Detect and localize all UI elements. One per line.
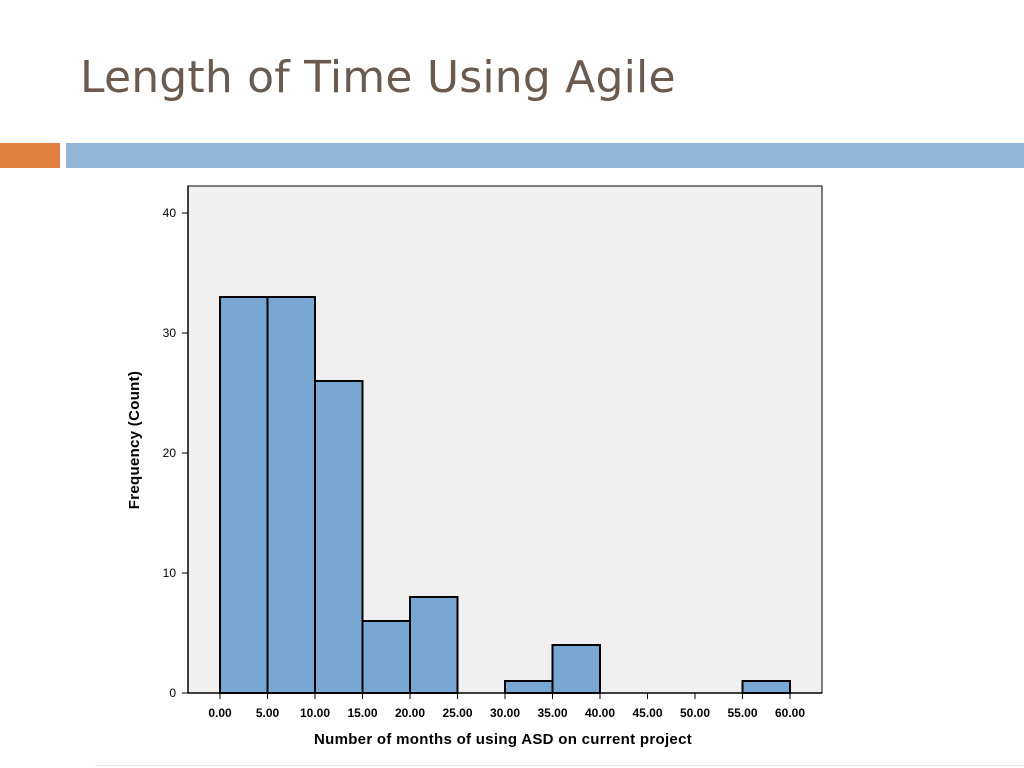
x-tick-label-10: 50.00 [680,706,710,720]
histogram-bar-2 [314,380,364,694]
x-axis-label: Number of months of using ASD on current… [314,731,692,748]
x-tick-label-4: 20.00 [395,706,425,720]
y-tick-label-1: 10 [163,566,177,580]
bars-group [219,296,791,694]
histogram-bar-0 [219,296,269,694]
y-tick-label-0: 0 [169,686,176,700]
x-tick-label-5: 25.00 [442,706,472,720]
x-tick-label-1: 5.00 [256,706,280,720]
y-tick-label-2: 20 [163,446,177,460]
x-tick-label-0: 0.00 [208,706,232,720]
x-tick-label-7: 35.00 [537,706,567,720]
histogram-bar-7 [551,644,601,694]
y-tick-label-4: 40 [163,206,177,220]
footer-divider [95,765,1024,766]
y-ticks-group: 0 10 20 30 40 [163,206,188,700]
histogram-bar-6 [504,680,554,694]
histogram-bar-1 [266,296,316,694]
y-tick-label-3: 30 [163,326,177,340]
x-tick-label-11: 55.00 [727,706,757,720]
x-tick-label-6: 30.00 [490,706,520,720]
x-tick-label-3: 15.00 [347,706,377,720]
x-tick-label-8: 40.00 [585,706,615,720]
histogram-bar-4 [409,596,459,694]
x-ticks-group: 0.00 5.00 10.00 15.00 20.00 25.00 30.00 35.00 40… [208,693,805,720]
x-tick-label-2: 10.00 [300,706,330,720]
y-axis-label: Frequency (Count) [126,371,143,509]
accent-bar-orange [0,143,60,168]
x-tick-label-9: 45.00 [632,706,662,720]
x-tick-label-12: 60.00 [775,706,805,720]
slide-title: Length of Time Using Agile [80,52,676,103]
histogram-bar-11 [741,680,791,694]
accent-bar-blue [66,143,1024,168]
histogram-bar-3 [361,620,411,694]
